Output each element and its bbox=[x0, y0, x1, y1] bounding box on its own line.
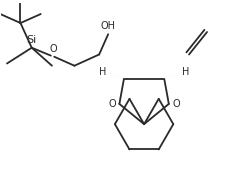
Text: H: H bbox=[99, 68, 106, 78]
Polygon shape bbox=[164, 54, 189, 79]
Text: O: O bbox=[108, 99, 116, 109]
Polygon shape bbox=[164, 72, 180, 79]
Text: Si: Si bbox=[27, 35, 37, 46]
Polygon shape bbox=[108, 72, 124, 79]
Text: OH: OH bbox=[101, 21, 116, 31]
Text: H: H bbox=[182, 68, 190, 78]
Text: O: O bbox=[172, 99, 180, 109]
Text: O: O bbox=[49, 44, 57, 54]
Polygon shape bbox=[99, 54, 124, 79]
